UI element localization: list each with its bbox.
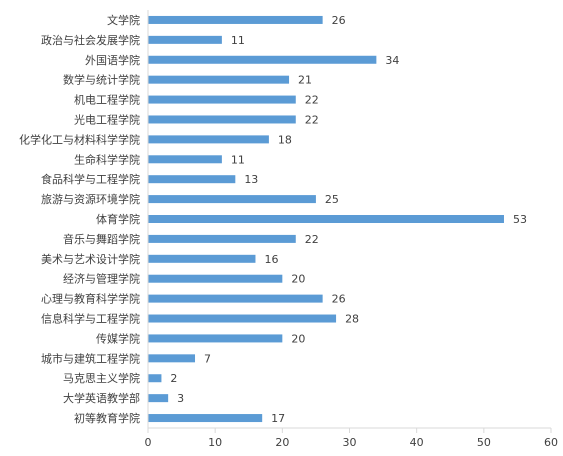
category-label: 文学院: [107, 13, 140, 27]
bar-value-label: 25: [325, 193, 339, 206]
bar-value-label: 18: [278, 133, 292, 146]
bar: [148, 294, 323, 303]
category-label: 传媒学院: [96, 331, 140, 345]
bar: [148, 274, 283, 283]
bar-value-label: 53: [513, 213, 527, 226]
bars-group: [148, 15, 504, 423]
value-labels-group: 26 11 34 21 22 22 18 11 13 25 53 22 16 20 26 28 20 7 23 17: [170, 14, 527, 425]
bar-value-label: 34: [385, 54, 399, 67]
category-label: 初等教育学院: [74, 411, 140, 425]
category-label: 大学英语教学部: [63, 391, 140, 405]
category-label: 旅游与资源环境学院: [41, 192, 140, 206]
category-label: 政治与社会发展学院: [41, 33, 140, 47]
category-label: 数学与统计学院: [63, 73, 140, 87]
category-label: 马克思主义学院: [63, 371, 140, 385]
bar: [148, 155, 222, 164]
bar-value-label: 13: [244, 173, 258, 186]
category-label: 生命科学学院: [74, 152, 140, 166]
category-label: 心理与教育科学学院: [41, 292, 140, 306]
category-label: 外国语学院: [85, 53, 140, 67]
bar: [148, 75, 290, 84]
category-label: 化学化工与材料科学学院: [19, 132, 140, 146]
category-label: 食品科学与工程学院: [41, 172, 140, 186]
bar: [148, 35, 222, 44]
bar: [148, 135, 269, 144]
bar: [148, 354, 196, 363]
bar: [148, 115, 296, 124]
bar-value-label: 22: [305, 233, 319, 246]
bar: [148, 175, 236, 184]
x-tick-label: 0: [145, 436, 152, 449]
bar: [148, 15, 323, 24]
bar-value-label: 17: [271, 412, 285, 425]
bar: [148, 95, 296, 104]
bar-value-label: 2: [170, 372, 177, 385]
x-ticks-group: 0 10 20 30 40 50 60: [145, 428, 558, 449]
category-label: 信息科学与工程学院: [41, 312, 140, 326]
category-label: 光电工程学院: [74, 112, 140, 126]
bar: [148, 314, 337, 323]
x-tick-label: 40: [410, 436, 424, 449]
bar-value-label: 3: [177, 392, 184, 405]
bar-value-label: 11: [231, 34, 245, 47]
bar: [148, 414, 263, 423]
category-label: 城市与建筑工程学院: [41, 351, 140, 365]
bar-value-label: 22: [305, 94, 319, 107]
bar-value-label: 11: [231, 153, 245, 166]
x-tick-label: 50: [477, 436, 491, 449]
bar: [148, 215, 504, 223]
bar-value-label: 20: [291, 332, 305, 345]
bar: [148, 254, 256, 263]
category-labels-group: 文学院政治与社会发展学院外国语学院数学与统计学院机电工程学院光电工程学院化学化工…: [19, 13, 140, 425]
category-label: 经济与管理学院: [63, 272, 140, 286]
bar-value-label: 26: [332, 14, 346, 27]
category-label: 音乐与舞蹈学院: [63, 232, 140, 246]
bar-value-label: 28: [345, 313, 359, 326]
category-label: 体育学院: [96, 212, 140, 226]
bar: [148, 394, 169, 403]
x-tick-label: 30: [343, 436, 357, 449]
bar-value-label: 21: [298, 74, 312, 87]
bar: [148, 55, 377, 64]
bar-value-label: 22: [305, 113, 319, 126]
bar: [148, 334, 283, 343]
x-tick-label: 60: [544, 436, 558, 449]
category-label: 美术与艺术设计学院: [41, 252, 140, 266]
bar-value-label: 26: [332, 293, 346, 306]
bar: [148, 374, 162, 383]
category-label: 机电工程学院: [74, 93, 140, 107]
bar-value-label: 16: [264, 253, 278, 266]
bar: [148, 195, 316, 204]
x-tick-label: 20: [275, 436, 289, 449]
bar-value-label: 7: [204, 352, 211, 365]
bar-value-label: 20: [291, 273, 305, 286]
bar: [148, 234, 296, 243]
x-tick-label: 10: [208, 436, 222, 449]
